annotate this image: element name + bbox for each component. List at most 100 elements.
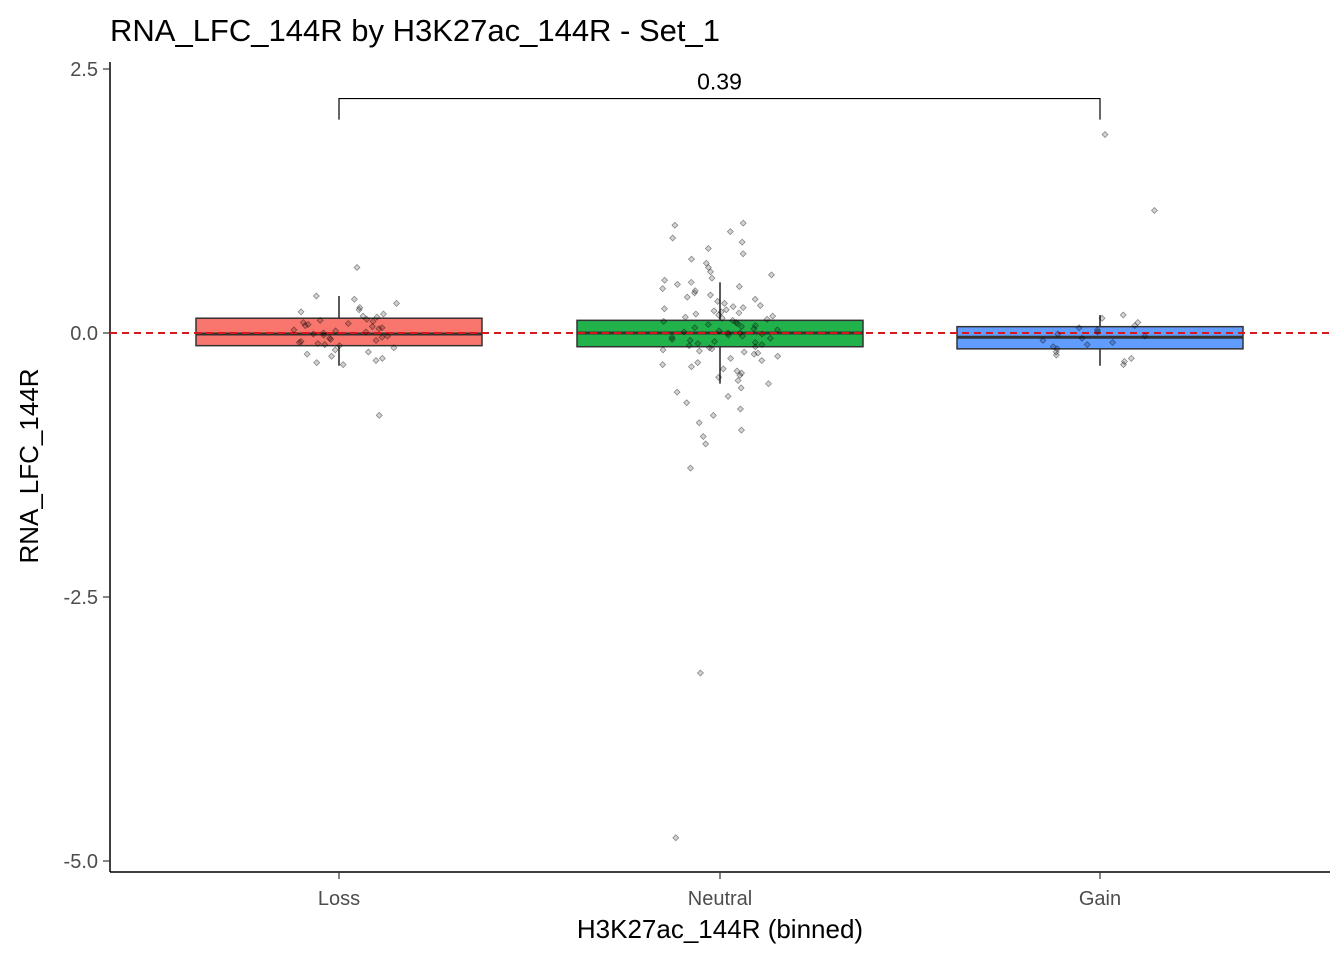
data-point — [711, 337, 719, 345]
data-point — [659, 285, 667, 293]
data-point — [669, 234, 677, 242]
data-point — [1134, 318, 1142, 326]
data-point — [290, 326, 298, 334]
data-point — [763, 315, 771, 323]
x-tick-label: Loss — [318, 888, 360, 910]
x-tick-label: Neutral — [688, 888, 752, 910]
data-point — [363, 315, 371, 323]
data-point — [353, 264, 361, 272]
data-point — [695, 347, 703, 355]
data-point — [369, 317, 377, 325]
data-point — [364, 348, 372, 356]
data-point — [696, 669, 704, 677]
data-point — [758, 330, 766, 338]
data-point — [375, 325, 383, 333]
data-point — [704, 321, 712, 329]
data-point — [738, 238, 746, 246]
data-point — [736, 405, 744, 413]
data-point — [299, 318, 307, 326]
data-point — [316, 316, 324, 324]
data-point — [706, 291, 714, 299]
data-point — [378, 324, 386, 332]
data-point — [733, 320, 741, 327]
data-point — [715, 373, 723, 381]
data-point — [1039, 336, 1047, 344]
data-point — [660, 317, 668, 325]
data-point — [668, 335, 676, 343]
data-point — [1098, 314, 1106, 322]
comparison-bracket — [338, 97, 1101, 120]
data-point — [327, 335, 335, 343]
data-point — [758, 356, 766, 364]
data-point — [297, 337, 305, 345]
data-point — [732, 318, 740, 326]
data-point — [766, 334, 774, 342]
data-point — [717, 308, 725, 316]
data-point — [727, 354, 735, 362]
data-point — [724, 331, 732, 339]
data-point — [1052, 348, 1060, 356]
data-point — [661, 276, 669, 284]
data-point — [309, 330, 317, 338]
data-point — [702, 440, 710, 448]
data-point — [312, 292, 320, 300]
data-point — [715, 311, 723, 319]
data-point — [319, 329, 327, 337]
data-point — [707, 268, 715, 276]
data-point — [750, 325, 758, 333]
data-point — [735, 283, 743, 291]
data-point — [384, 332, 392, 340]
data-point — [375, 411, 383, 419]
data-point — [736, 329, 744, 337]
data-point — [304, 321, 312, 329]
data-point — [680, 328, 688, 336]
data-point — [686, 336, 694, 344]
x-tick-label: Gain — [1079, 888, 1121, 910]
data-point — [715, 327, 723, 335]
p-value-label: 0.39 — [697, 69, 742, 95]
data-point — [378, 333, 386, 341]
data-point — [1131, 322, 1139, 330]
data-point — [710, 307, 718, 315]
data-point — [378, 354, 386, 362]
data-point — [718, 314, 726, 322]
data-point — [673, 280, 681, 288]
data-point — [362, 328, 370, 336]
data-point — [773, 326, 781, 334]
data-point — [692, 310, 700, 318]
data-point — [336, 342, 344, 350]
data-point — [295, 339, 303, 346]
data-point — [320, 331, 328, 339]
y-tick-label: -5.0 — [64, 851, 98, 873]
data-point — [739, 250, 747, 258]
data-point — [390, 344, 398, 352]
data-point — [328, 352, 336, 360]
data-point — [736, 371, 744, 379]
data-point — [714, 297, 722, 305]
data-point — [709, 411, 717, 419]
x-axis-title: H3K27ac_144R (binned) — [577, 914, 863, 944]
data-point — [719, 365, 727, 373]
data-point — [685, 342, 693, 350]
data-point — [704, 245, 712, 253]
data-point — [339, 361, 347, 369]
y-axis-title: RNA_LFC_144R — [14, 368, 44, 563]
data-point — [739, 219, 747, 227]
data-point — [769, 312, 777, 320]
data-point — [301, 322, 309, 330]
data-point — [691, 289, 699, 297]
data-point — [1049, 343, 1057, 351]
data-point — [691, 287, 699, 295]
data-point — [724, 392, 732, 400]
data-point — [1101, 130, 1109, 138]
data-point — [314, 340, 322, 348]
data-point — [702, 259, 710, 267]
data-point — [751, 295, 759, 303]
data-point — [1119, 311, 1127, 319]
data-point — [372, 336, 380, 344]
data-point — [372, 356, 380, 364]
data-point — [734, 377, 742, 385]
data-point — [1150, 207, 1158, 214]
data-point — [1075, 324, 1083, 332]
